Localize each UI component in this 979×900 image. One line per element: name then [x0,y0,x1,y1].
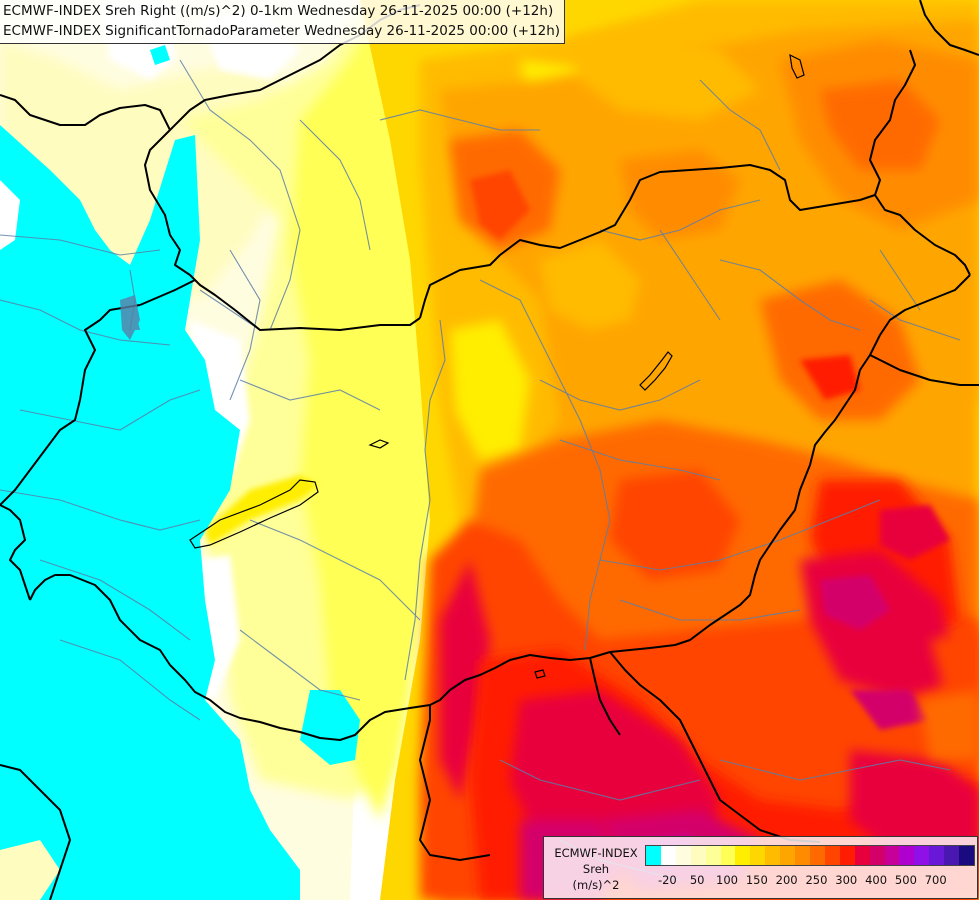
legend-tick-labels: -20 50 100 150 200 250 300 400 500 700 [645,873,973,889]
legend-swatch [929,846,945,865]
legend-tick-label: 150 [745,873,768,887]
legend-swatch [690,846,706,865]
legend-swatch [765,846,781,865]
title-line-stp: ECMWF-INDEX SignificantTornadoParameter … [3,23,561,39]
legend-swatch [809,846,825,865]
legend-tick-label: 300 [835,873,858,887]
legend-swatch [854,846,870,865]
legend-swatch [780,846,796,865]
legend-swatch [795,846,810,865]
map-title-box: ECMWF-INDEX Sreh Right ((m/s)^2) 0-1km W… [0,0,566,44]
legend-swatch [720,846,736,865]
legend-swatch [824,846,840,865]
legend-unit: (m/s)^2 [572,878,620,892]
legend-swatch [705,846,721,865]
legend-tick-label: 700 [924,873,947,887]
legend-swatch [914,846,930,865]
legend-swatch [839,846,855,865]
legend-model: ECMWF-INDEX [554,846,638,860]
legend-swatch [884,846,900,865]
legend-parameter: Sreh [582,862,610,876]
legend-tick-label: 400 [865,873,888,887]
legend-tick-label: 50 [689,873,705,887]
legend-swatch [735,846,751,865]
legend-tick-label: 200 [775,873,798,887]
lake-fills [120,295,140,340]
legend-swatch [646,846,661,865]
legend-swatch [660,846,676,865]
legend-tick-label: 100 [716,873,738,887]
legend-swatch [899,846,915,865]
title-line-sreh: ECMWF-INDEX Sreh Right ((m/s)^2) 0-1km W… [3,3,554,19]
color-legend: ECMWF-INDEX Sreh (m/s)^2 -20 50 100 150 200 2… [543,836,978,899]
legend-swatch [959,846,974,865]
legend-tick-label: 250 [805,873,828,887]
legend-swatch [750,846,766,865]
lake-outlines [189,53,805,679]
legend-title: ECMWF-INDEX Sreh (m/s)^2 [548,845,644,893]
river-lines [0,59,961,881]
legend-tick-label: -20 [657,873,677,887]
legend-swatch [675,846,691,865]
legend-color-scale [645,845,975,866]
legend-swatch [944,846,960,865]
legend-swatch [869,846,885,865]
legend-tick-label: 500 [894,873,917,887]
